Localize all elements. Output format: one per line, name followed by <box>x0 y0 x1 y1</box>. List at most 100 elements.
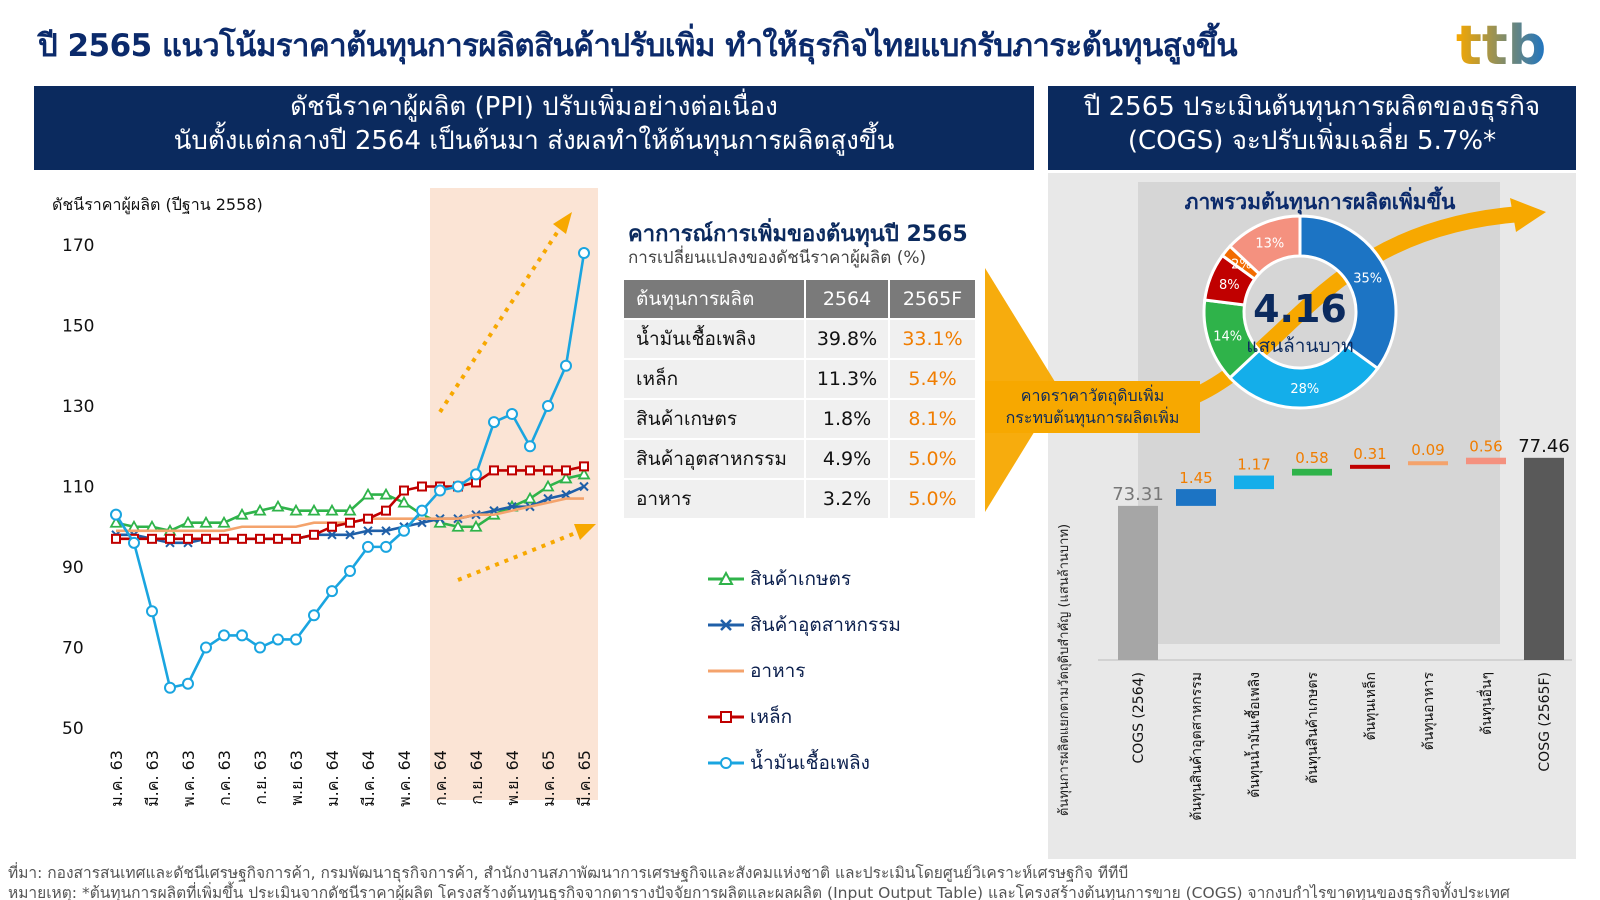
waterfall-bar <box>1408 461 1448 466</box>
x-tick-label: ม.ค. 65 <box>539 750 558 807</box>
x-tick-label: ก.ย. 64 <box>467 750 486 805</box>
trend-arrow-lower-head-icon <box>574 524 596 540</box>
table-cell: 1.8% <box>806 400 888 438</box>
table-cell: 11.3% <box>806 360 888 398</box>
donut-center-label: แสนล้านบาท <box>1246 335 1353 357</box>
cogs-banner-line1: ปี 2565 ประเมินต้นทุนการผลิตของธุรกิจ <box>1083 92 1541 122</box>
table-header: ต้นทุนการผลิต <box>624 280 804 318</box>
data-point <box>327 530 337 540</box>
data-point <box>146 605 158 618</box>
data-point <box>380 540 392 553</box>
waterfall-value-label: 0.31 <box>1353 445 1386 463</box>
data-point <box>235 507 249 520</box>
x-tick-label: ม.ค. 64 <box>323 750 342 807</box>
data-point <box>255 533 265 544</box>
data-point <box>416 504 428 517</box>
waterfall-bar <box>1118 505 1158 660</box>
cogs-banner: ปี 2565 ประเมินต้นทุนการผลิตของธุรกิจ (C… <box>1048 86 1576 170</box>
data-point <box>199 515 213 528</box>
data-point <box>489 465 499 476</box>
trend-arrow-lower <box>457 530 579 582</box>
waterfall-category-label: ต้นทุนสินค้าอุตสาหกรรม <box>1189 672 1205 821</box>
table-row: สินค้าอุตสาหกรรม 4.9% 5.0% <box>624 440 975 478</box>
donut-slice <box>1227 342 1380 410</box>
cogs-waterfall-chart: ต้นทุนการผลิตแยกตามวัตถุดิบสำคัญ (แสนล้า… <box>1057 436 1572 821</box>
waterfall-value-label: 77.46 <box>1518 436 1570 457</box>
data-point <box>308 609 320 622</box>
legend-label: น้ำมันเชื้อเพลิง <box>750 752 870 774</box>
data-point <box>541 479 555 492</box>
x-marker-icon <box>708 619 744 631</box>
waterfall-bar <box>1524 457 1564 660</box>
data-point <box>579 461 589 472</box>
data-point <box>543 465 553 476</box>
table-cell: 3.2% <box>806 480 888 518</box>
y-axis-label: ดัชนีราคาผู้ผลิต (ปีฐาน 2558) <box>52 195 263 215</box>
donut-slice-label: 35% <box>1353 271 1382 286</box>
callout-line2: กระทบต้นทุนการผลิตเพิ่ม <box>1005 408 1180 427</box>
table-row: เหล็ก 11.3% 5.4% <box>624 360 975 398</box>
table-cell: น้ำมันเชื้อเพลิง <box>624 320 804 358</box>
table-cell: 33.1% <box>890 320 975 358</box>
data-point <box>291 533 301 544</box>
data-point <box>398 524 410 537</box>
x-tick-label: ก.ย. 63 <box>251 750 270 805</box>
waterfall-bar <box>1176 489 1216 506</box>
page-title: ปี 2565 แนวโน้มราคาต้นทุนการผลิตสินค้าปร… <box>38 28 1238 64</box>
y-tick-label: 90 <box>62 558 84 578</box>
waterfall-y-label: ต้นทุนการผลิตแยกตามวัตถุดิบสำคัญ (แสนล้า… <box>1057 524 1072 816</box>
data-point <box>506 408 518 421</box>
x-tick-label: มี.ค. 64 <box>359 750 378 807</box>
curved-arrow-head-icon <box>1510 198 1546 232</box>
data-point <box>523 491 537 504</box>
data-point <box>578 247 590 260</box>
data-point <box>363 526 373 536</box>
data-point <box>181 515 195 528</box>
data-point <box>272 633 284 646</box>
data-point <box>524 440 536 453</box>
data-point <box>469 519 483 532</box>
ttb-logo: ttb <box>1456 18 1546 74</box>
ppi-line-chart: ดัชนีราคาผู้ผลิต (ปีฐาน 2558) 170 150 130 11… <box>52 188 598 807</box>
x-tick-label: มี.ค. 65 <box>575 750 594 807</box>
data-point <box>344 565 356 578</box>
table-cell: 4.9% <box>806 440 888 478</box>
data-point <box>397 495 411 508</box>
waterfall-category-label: ต้นทุนอาหาร <box>1421 672 1437 751</box>
callout-line1: คาดราคาวัตถุดิบเพิ่ม <box>1020 386 1165 405</box>
data-point <box>217 515 231 528</box>
circle-marker-icon <box>708 757 744 769</box>
table-header-row: ต้นทุนการผลิต 2564 2565F <box>624 280 975 318</box>
data-point <box>561 489 571 500</box>
curved-arrow-icon <box>1182 206 1521 408</box>
trend-arrow-upper-head-icon <box>553 212 572 234</box>
line-marker-icon <box>708 669 744 673</box>
data-point <box>507 465 517 476</box>
data-point <box>218 629 230 642</box>
data-point <box>542 400 554 412</box>
donut-slice-label: 28% <box>1290 382 1319 397</box>
table-cell: อาหาร <box>624 480 804 518</box>
cost-forecast-table: ต้นทุนการผลิต 2564 2565F น้ำมันเชื้อเพลิ… <box>622 278 977 520</box>
table-row: สินค้าเกษตร 1.8% 8.1% <box>624 400 975 438</box>
data-point <box>147 533 157 544</box>
legend-item-food: อาหาร <box>708 648 901 694</box>
logo-text: ttb <box>1456 18 1546 74</box>
waterfall-value-label: 0.58 <box>1295 449 1328 467</box>
data-point <box>434 484 446 497</box>
waterfall-bar <box>1350 464 1390 469</box>
data-point <box>362 540 374 553</box>
source-footnote: ที่มา: กองสารสนเทศและดัชนีเศรษฐกิจการค้า… <box>8 864 1129 882</box>
table-cell: 5.0% <box>890 480 975 518</box>
trend-arrow-upper <box>438 226 562 414</box>
data-point <box>182 677 194 690</box>
x-tick-label: พ.ค. 64 <box>395 750 414 807</box>
data-point <box>289 503 303 516</box>
data-point <box>109 515 123 528</box>
x-tick-label: พ.ย. 64 <box>503 750 522 806</box>
data-point <box>325 503 339 516</box>
x-tick-label: มี.ค. 63 <box>143 750 162 807</box>
table-cell: สินค้าอุตสาหกรรม <box>624 440 804 478</box>
data-point <box>417 481 427 492</box>
data-point <box>219 533 229 544</box>
